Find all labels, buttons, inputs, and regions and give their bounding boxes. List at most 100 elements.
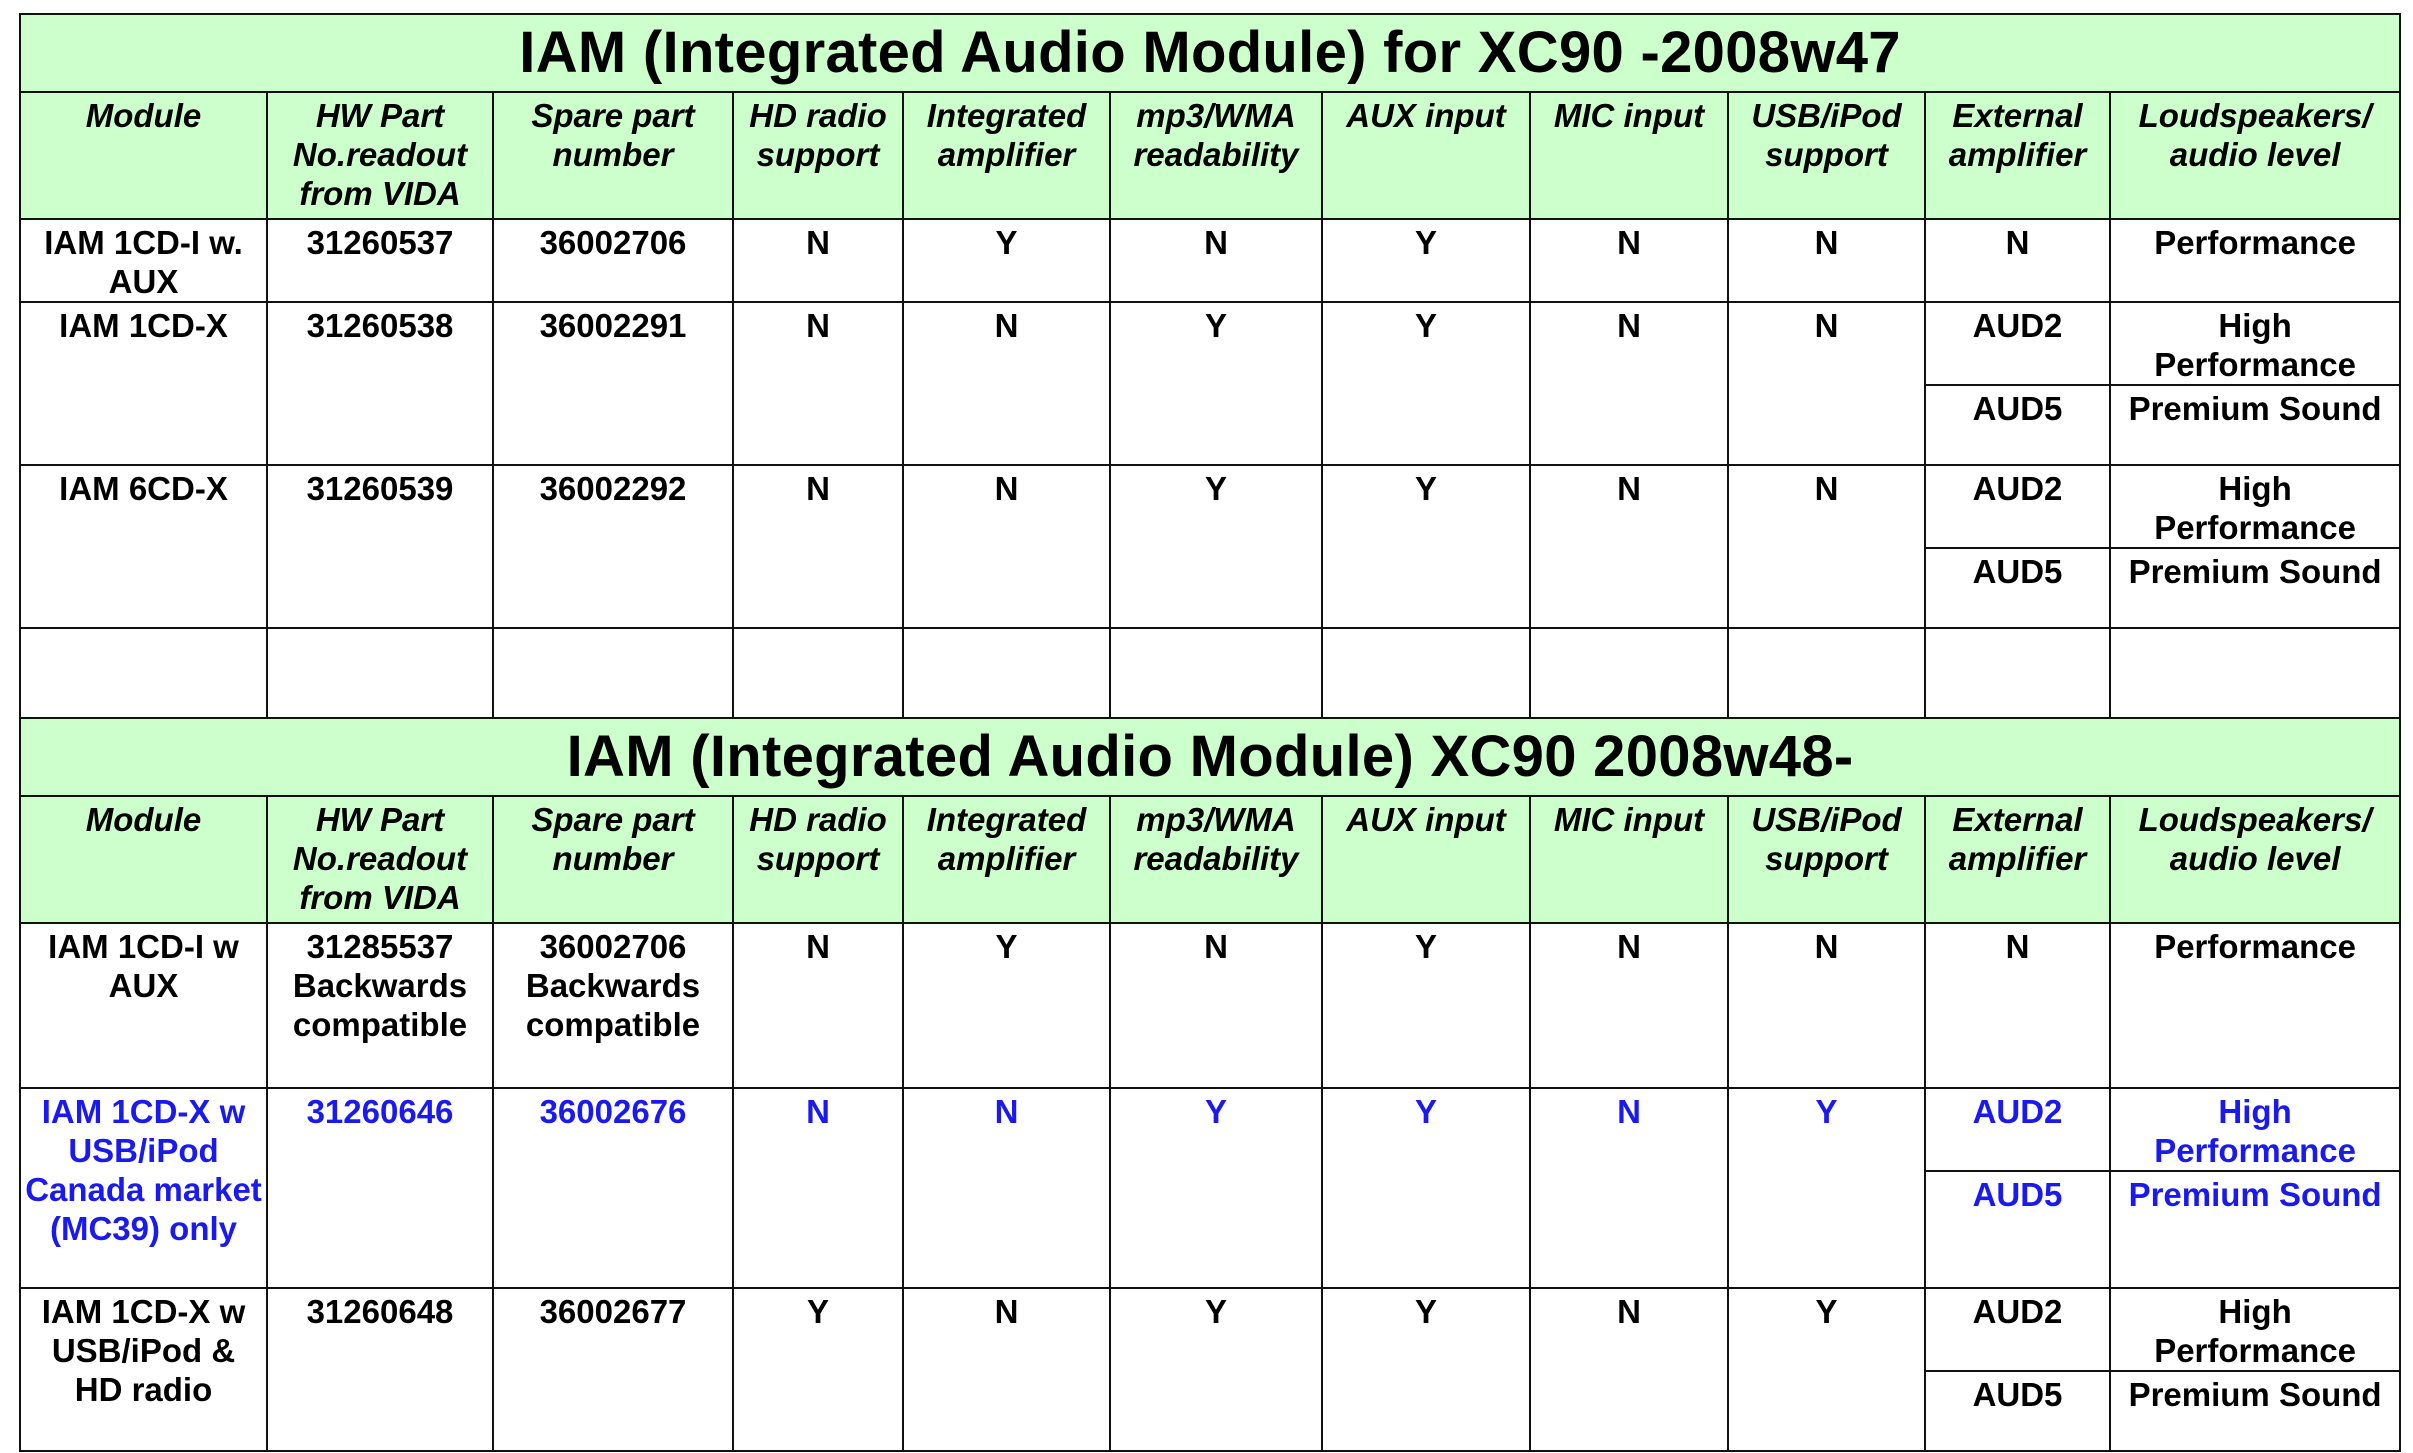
module-cell: IAM 6CD-X [19, 464, 268, 629]
module-cell: IAM 1CD-X w USB/iPod & HD radio [19, 1287, 268, 1452]
empty-cell [1321, 627, 1531, 719]
level-cell: Premium Sound [2108, 1170, 2402, 1289]
usb-cell: N [1727, 301, 1926, 466]
header-loudspeakers: Loudspeakers/ audio level [2108, 91, 2402, 220]
header-usb-ipod: USB/iPod support [1727, 795, 1926, 924]
empty-row [19, 627, 2402, 719]
empty-cell [902, 627, 1111, 719]
mp3-cell: N [1109, 922, 1323, 1089]
spare-part-cell: 36002706 Backwards compatible [492, 922, 734, 1089]
mic-cell: N [1529, 1087, 1729, 1289]
empty-cell [1529, 627, 1729, 719]
header-mic-input: MIC input [1529, 795, 1729, 924]
header-spare-part: Spare part number [492, 795, 734, 924]
mp3-cell: Y [1109, 301, 1323, 466]
level-cell: Premium Sound [2108, 547, 2402, 629]
empty-cell [732, 627, 904, 719]
table-subrow: AUD5 Premium Sound [20, 547, 2402, 629]
header-external-amp: External amplifier [1924, 795, 2111, 924]
mp3-cell: Y [1109, 464, 1323, 629]
empty-cell [2108, 627, 2402, 719]
module-cell: IAM 1CD-X w USB/iPod Canada market (MC39… [19, 1087, 268, 1289]
external-amp-cell: AUD5 [1924, 547, 2111, 629]
usb-cell: Y [1727, 1287, 1926, 1452]
mic-cell: N [1529, 922, 1729, 1089]
mic-cell: N [1529, 301, 1729, 466]
empty-cell [492, 627, 734, 719]
level-cell: Performance [2108, 922, 2402, 1089]
header-module: Module [19, 795, 268, 924]
integrated-amp-cell: Y [902, 922, 1111, 1089]
hw-part-cell: 31260538 [266, 301, 494, 466]
table-row-highlighted: IAM 1CD-X w USB/iPod Canada market (MC39… [19, 1087, 2402, 1289]
aux-cell: Y [1321, 301, 1531, 466]
hd-radio-cell: N [732, 218, 904, 303]
empty-cell [1109, 627, 1323, 719]
spare-part-cell: 36002676 [492, 1087, 734, 1289]
table-row: IAM 1CD-I w. AUX 31260537 36002706 N Y N… [19, 218, 2402, 303]
usb-cell: N [1727, 218, 1926, 303]
level-cell: Premium Sound [2108, 384, 2402, 466]
mic-cell: N [1529, 218, 1729, 303]
hd-radio-cell: N [732, 464, 904, 629]
table-subrow-highlighted: AUD5 Premium Sound [20, 1170, 2402, 1289]
empty-cell [1727, 627, 1926, 719]
level-cell: High Performance [2108, 464, 2402, 549]
usb-cell: N [1727, 464, 1926, 629]
hw-part-cell: 31260648 [266, 1287, 494, 1452]
empty-cell [266, 627, 494, 719]
external-amp-cell: AUD2 [1924, 301, 2111, 386]
table-subrow: AUD5 Premium Sound [20, 384, 2402, 466]
module-cell: IAM 1CD-X [19, 301, 268, 466]
header-loudspeakers: Loudspeakers/ audio level [2108, 795, 2402, 924]
table-row: IAM 1CD-X w USB/iPod & HD radio 31260648… [19, 1287, 2402, 1452]
table-row: IAM 1CD-I w AUX 31285537 Backwards compa… [19, 922, 2402, 1089]
external-amp-cell: N [1924, 922, 2111, 1089]
integrated-amp-cell: N [902, 1087, 1111, 1289]
module-cell: IAM 1CD-I w AUX [19, 922, 268, 1089]
section1-header-row: Module HW Part No.readout from VIDA Spar… [19, 91, 2402, 220]
header-hd-radio: HD radio support [732, 795, 904, 924]
integrated-amp-cell: N [902, 301, 1111, 466]
hw-part-cell: 31260537 [266, 218, 494, 303]
section2-title: IAM (Integrated Audio Module) XC90 2008w… [18, 717, 2402, 797]
header-aux-input: AUX input [1321, 91, 1531, 220]
hd-radio-cell: N [732, 301, 904, 466]
external-amp-cell: AUD2 [1924, 1087, 2111, 1172]
external-amp-cell: AUD2 [1924, 1287, 2111, 1372]
header-spare-part: Spare part number [492, 91, 734, 220]
header-mp3-wma: mp3/WMA readability [1109, 91, 1323, 220]
header-hw-part: HW Part No.readout from VIDA [266, 795, 494, 924]
mp3-cell: Y [1109, 1087, 1323, 1289]
empty-cell [1924, 627, 2111, 719]
spare-part-cell: 36002706 [492, 218, 734, 303]
hw-part-cell: 31260539 [266, 464, 494, 629]
spare-part-cell: 36002291 [492, 301, 734, 466]
aux-cell: Y [1321, 464, 1531, 629]
aux-cell: Y [1321, 1087, 1531, 1289]
level-cell: Premium Sound [2108, 1370, 2402, 1452]
external-amp-cell: AUD2 [1924, 464, 2111, 549]
header-integrated-amp: Integrated amplifier [902, 795, 1111, 924]
empty-cell [19, 627, 268, 719]
header-hw-part: HW Part No.readout from VIDA [266, 91, 494, 220]
external-amp-cell: AUD5 [1924, 1370, 2111, 1452]
hd-radio-cell: Y [732, 1287, 904, 1452]
header-mic-input: MIC input [1529, 91, 1729, 220]
hd-radio-cell: N [732, 1087, 904, 1289]
hd-radio-cell: N [732, 922, 904, 1089]
header-integrated-amp: Integrated amplifier [902, 91, 1111, 220]
aux-cell: Y [1321, 1287, 1531, 1452]
external-amp-cell: AUD5 [1924, 1170, 2111, 1289]
aux-cell: Y [1321, 922, 1531, 1089]
usb-cell: Y [1727, 1087, 1926, 1289]
level-cell: High Performance [2108, 1287, 2402, 1372]
section2-header-row: Module HW Part No.readout from VIDA Spar… [19, 795, 2402, 924]
header-aux-input: AUX input [1321, 795, 1531, 924]
header-usb-ipod: USB/iPod support [1727, 91, 1926, 220]
header-external-amp: External amplifier [1924, 91, 2111, 220]
audio-module-sheet: IAM (Integrated Audio Module) for XC90 -… [18, 13, 2402, 1452]
spare-part-cell: 36002292 [492, 464, 734, 629]
external-amp-cell: AUD5 [1924, 384, 2111, 466]
aux-cell: Y [1321, 218, 1531, 303]
